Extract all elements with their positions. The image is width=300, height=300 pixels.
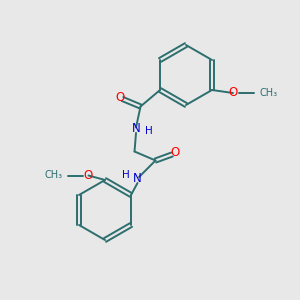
Text: H: H [122,170,129,181]
Text: CH₃: CH₃ [44,170,62,181]
Text: N: N [133,172,142,185]
Text: O: O [115,91,124,104]
Text: O: O [170,146,180,160]
Text: O: O [84,169,93,182]
Text: N: N [132,122,140,136]
Text: O: O [228,86,238,100]
Text: CH₃: CH₃ [259,88,277,98]
Text: H: H [145,125,152,136]
